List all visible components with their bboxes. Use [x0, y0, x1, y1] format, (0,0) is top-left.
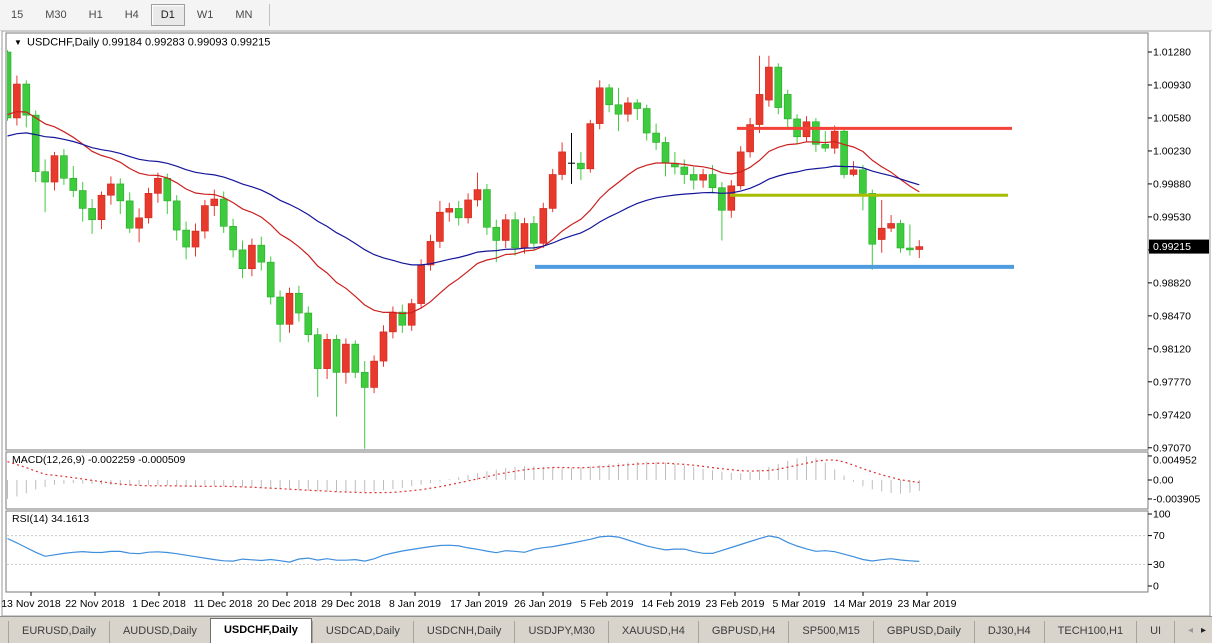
svg-text:0: 0: [1153, 581, 1159, 593]
svg-text:14 Mar 2019: 14 Mar 2019: [834, 598, 893, 610]
svg-text:0.98120: 0.98120: [1153, 343, 1191, 355]
chart-tab-audusd-daily[interactable]: AUDUSD,Daily: [108, 621, 210, 643]
svg-text:26 Jan 2019: 26 Jan 2019: [514, 598, 572, 610]
chart-tabs: EURUSD,Daily AUDUSD,Daily USDCHF,Daily USDC…: [0, 617, 1182, 643]
ma-fast-line: [7, 110, 920, 315]
tab-scroll-right-icon[interactable]: ▸: [1200, 624, 1206, 636]
chart-tab-eurusd-daily[interactable]: EURUSD,Daily: [8, 621, 109, 643]
svg-text:1.00580: 1.00580: [1153, 112, 1191, 124]
svg-text:0.99530: 0.99530: [1153, 211, 1191, 223]
svg-text:1 Dec 2018: 1 Dec 2018: [132, 598, 186, 610]
svg-text:1.00930: 1.00930: [1153, 79, 1191, 91]
svg-text:0.97070: 0.97070: [1153, 442, 1191, 454]
svg-text:8 Jan 2019: 8 Jan 2019: [389, 598, 441, 610]
expander-icon: ▼: [14, 38, 22, 47]
chart-tab-usdchf-daily[interactable]: USDCHF,Daily: [209, 618, 312, 643]
svg-text:23 Mar 2019: 23 Mar 2019: [898, 598, 957, 610]
timeframe-button-h1[interactable]: H1: [88, 9, 103, 21]
timeframe-button-15[interactable]: 15: [11, 9, 24, 21]
svg-text:0.00: 0.00: [1153, 475, 1174, 487]
horizontal-lines: [535, 126, 1014, 269]
price-chart[interactable]: 1.01280 1.00930 1.00580 1.00230 0.99880 0.995…: [0, 31, 1212, 617]
svg-text:0.97420: 0.97420: [1153, 409, 1191, 421]
svg-text:0.99215: 0.99215: [1153, 241, 1191, 253]
panel-frames: [1, 31, 1211, 617]
macd-signal-line: [7, 459, 920, 494]
ma-slow-line: [7, 132, 920, 266]
timeframe-toolbar: 15 M30 H1 H4 D1 W1 MN: [0, 0, 1212, 31]
current-price-badge: 0.99215: [1149, 239, 1209, 254]
tab-scroll-left-icon[interactable]: ◂: [1187, 624, 1193, 636]
svg-text:1.01280: 1.01280: [1153, 47, 1191, 59]
candles: [7, 50, 924, 449]
chart-window: 1.01280 1.00930 1.00580 1.00230 0.99880 0.995…: [0, 31, 1212, 617]
symbol-ohlc-label: USDCHF,Daily 0.99184 0.99283 0.99093 0.9…: [27, 37, 270, 49]
rsi-panel: RSI(14) 34.1613 100 70 30 0: [7, 509, 1171, 593]
candlestick-plot: [7, 50, 1014, 449]
macd-label: MACD(12,26,9) -0.002259 -0.000509: [12, 454, 186, 466]
rsi-label: RSI(14) 34.1613: [12, 513, 89, 525]
timeframe-button-d1[interactable]: D1: [150, 4, 185, 26]
svg-text:100: 100: [1153, 509, 1171, 521]
chart-tab-bar: EURUSD,Daily AUDUSD,Daily USDCHF,Daily USDC…: [0, 616, 1212, 643]
svg-text:11 Dec 2018: 11 Dec 2018: [194, 598, 253, 610]
svg-text:30: 30: [1153, 559, 1165, 571]
chart-tab-tech100-h1[interactable]: TECH100,H1: [1043, 621, 1136, 643]
svg-text:29 Dec 2018: 29 Dec 2018: [321, 598, 381, 610]
timeframe-button-mn[interactable]: MN: [235, 9, 253, 21]
chart-tab-usdjpy-m30[interactable]: USDJPY,M30: [514, 621, 607, 643]
svg-text:0.97770: 0.97770: [1153, 376, 1191, 388]
timeframe-button-h4[interactable]: H4: [124, 9, 139, 21]
svg-text:22 Nov 2018: 22 Nov 2018: [65, 598, 125, 610]
svg-text:70: 70: [1153, 530, 1165, 542]
chart-tab-gbpusd-h4[interactable]: GBPUSD,H4: [697, 621, 789, 643]
svg-text:-0.003905: -0.003905: [1153, 493, 1200, 505]
chart-tab-sp500-m15[interactable]: SP500,M15: [788, 621, 872, 643]
svg-text:20 Dec 2018: 20 Dec 2018: [257, 598, 317, 610]
svg-text:5 Mar 2019: 5 Mar 2019: [772, 598, 825, 610]
tab-scroll-arrows: ◂ ▸: [1182, 617, 1212, 643]
chart-tab-ui[interactable]: UI: [1136, 621, 1176, 643]
chart-tab-gbpusd-daily[interactable]: GBPUSD,Daily: [872, 621, 974, 643]
date-axis: 13 Nov 2018 22 Nov 2018 1 Dec 2018 11 Dec 2…: [1, 592, 957, 610]
chart-tab-xauusd-h4[interactable]: XAUUSD,H4: [607, 621, 698, 643]
svg-text:0.98820: 0.98820: [1153, 277, 1191, 289]
chart-tab-usdcad-daily[interactable]: USDCAD,Daily: [311, 621, 413, 643]
svg-text:0.98470: 0.98470: [1153, 310, 1191, 322]
svg-text:5 Feb 2019: 5 Feb 2019: [580, 598, 633, 610]
timeframe-button-w1[interactable]: W1: [196, 9, 214, 21]
svg-text:23 Feb 2019: 23 Feb 2019: [706, 598, 765, 610]
chart-tab-usdcnh-daily[interactable]: USDCNH,Daily: [412, 621, 515, 643]
svg-text:13 Nov 2018: 13 Nov 2018: [1, 598, 61, 610]
timeframe-button-m30[interactable]: M30: [45, 9, 67, 21]
svg-text:0.004952: 0.004952: [1153, 455, 1197, 467]
chart-tab-dj30-h4[interactable]: DJ30,H4: [973, 621, 1044, 643]
svg-text:1.00230: 1.00230: [1153, 145, 1191, 157]
toolbar-separator: [269, 4, 271, 26]
chart-title-row: ▼ USDCHF,Daily 0.99184 0.99283 0.99093 0.…: [14, 37, 270, 49]
macd-panel: MACD(12,26,9) -0.002259 -0.000509 0.00495…: [7, 454, 1200, 505]
svg-text:14 Feb 2019: 14 Feb 2019: [642, 598, 701, 610]
rsi-line: [7, 535, 920, 563]
svg-text:0.99880: 0.99880: [1153, 178, 1191, 190]
svg-text:17 Jan 2019: 17 Jan 2019: [450, 598, 508, 610]
